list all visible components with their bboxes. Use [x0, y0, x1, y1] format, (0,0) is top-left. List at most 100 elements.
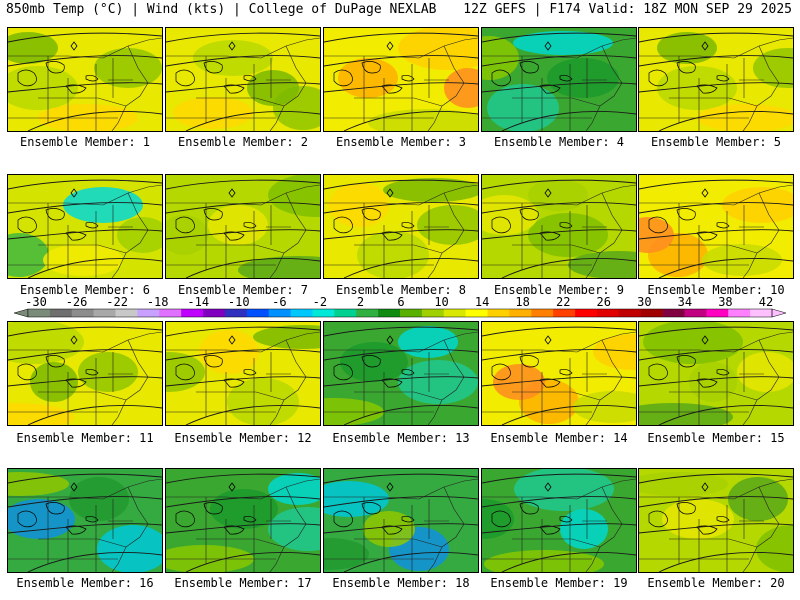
ensemble-member-label: Ensemble Member: 11 [16, 431, 154, 445]
ensemble-map-panel [323, 174, 479, 279]
ensemble-member-label: Ensemble Member: 9 [493, 283, 625, 297]
temperature-map [8, 469, 162, 572]
colorbar-segment [596, 309, 620, 317]
ensemble-map-panel [481, 321, 637, 426]
colorbar-segment [356, 309, 379, 317]
colorbar-segment [159, 309, 182, 317]
ensemble-member-label: Ensemble Member: 7 [177, 283, 309, 297]
ensemble-map-panel [165, 27, 321, 132]
colorbar-tick-label: -2 [312, 295, 328, 309]
colorbar-tick-label: -18 [146, 295, 169, 309]
ensemble-map-panel [7, 27, 163, 132]
colorbar-segment [290, 309, 313, 317]
colorbar-tick-label: 22 [555, 295, 571, 309]
colorbar-tick-label: 38 [718, 295, 733, 309]
colorbar-segment [553, 309, 576, 317]
ensemble-map-panel [323, 321, 479, 426]
colorbar-max-arrow [771, 308, 787, 318]
colorbar-segment [115, 309, 138, 317]
ensemble-member-label: Ensemble Member: 20 [647, 576, 785, 590]
ensemble-member-label: Ensemble Member: 13 [332, 431, 470, 445]
colorbar-segment [509, 309, 532, 317]
colorbar-segment [618, 309, 642, 317]
ensemble-member-label: Ensemble Member: 8 [335, 283, 467, 297]
ensemble-member-label: Ensemble Member: 19 [490, 576, 628, 590]
temperature-map [482, 469, 636, 572]
colorbar-segment [575, 309, 598, 317]
temperature-map [324, 469, 478, 572]
colorbar-segment [28, 309, 51, 317]
colorbar-tick-label: -10 [227, 295, 250, 309]
ensemble-member-label: Ensemble Member: 6 [19, 283, 151, 297]
ensemble-map-panel [7, 321, 163, 426]
temperature-colorbar [13, 308, 787, 318]
colorbar-segment [662, 309, 685, 317]
ensemble-member-label: Ensemble Member: 16 [16, 576, 154, 590]
colorbar-tick-label: 30 [637, 295, 652, 309]
ensemble-map-panel [165, 321, 321, 426]
ensemble-member-label: Ensemble Member: 4 [493, 135, 625, 149]
colorbar-segment [684, 309, 707, 317]
temperature-map [639, 28, 793, 131]
colorbar-segment [421, 309, 445, 317]
colorbar-segment [137, 309, 160, 317]
ensemble-member-label: Ensemble Member: 17 [174, 576, 312, 590]
colorbar-tick-label: -26 [65, 295, 88, 309]
temperature-map [324, 322, 478, 425]
temperature-map [324, 175, 478, 278]
ensemble-map-panel [638, 468, 794, 573]
ensemble-member-label: Ensemble Member: 2 [177, 135, 309, 149]
colorbar-segment [224, 309, 248, 317]
colorbar-min-arrow [13, 308, 29, 318]
colorbar-tick-label: 26 [596, 295, 611, 309]
ensemble-member-label: Ensemble Member: 10 [647, 283, 785, 297]
colorbar-segment [246, 309, 270, 317]
ensemble-member-label: Ensemble Member: 18 [332, 576, 470, 590]
ensemble-map-panel [7, 174, 163, 279]
ensemble-member-label: Ensemble Member: 1 [19, 135, 151, 149]
ensemble-map-panel [638, 27, 794, 132]
colorbar-tick-label: -6 [272, 295, 287, 309]
temperature-map [639, 469, 793, 572]
ensemble-map-panel [481, 174, 637, 279]
temperature-map [324, 28, 478, 131]
temperature-map [639, 175, 793, 278]
ensemble-map-panel [165, 468, 321, 573]
ensemble-map-panel [481, 468, 637, 573]
temperature-map [166, 469, 320, 572]
colorbar-tick-label: 2 [356, 295, 365, 309]
colorbar-tick-label: -30 [25, 295, 47, 309]
colorbar-segment [378, 309, 401, 317]
ensemble-map-panel [638, 174, 794, 279]
colorbar-tick-label: 18 [515, 295, 530, 309]
temperature-map [166, 28, 320, 131]
ensemble-map-panel [323, 468, 479, 573]
colorbar-tick-label: 10 [434, 295, 449, 309]
temperature-map [8, 28, 162, 131]
header-left-title: 850mb Temp (°C) | Wind (kts) | College o… [6, 2, 437, 17]
colorbar-segment [203, 309, 226, 317]
colorbar-segment [400, 309, 423, 317]
ensemble-member-label: Ensemble Member: 5 [650, 135, 782, 149]
temperature-map [166, 322, 320, 425]
temperature-map [166, 175, 320, 278]
temperature-map [482, 322, 636, 425]
colorbar-segment [312, 309, 335, 317]
colorbar-segment [728, 309, 751, 317]
header-right-title: 12Z GEFS | F174 Valid: 18Z MON SEP 29 20… [463, 2, 792, 17]
colorbar-segment [706, 309, 729, 317]
colorbar-tick-label: 6 [397, 295, 405, 309]
ensemble-map-panel [481, 27, 637, 132]
colorbar-segment [93, 309, 116, 317]
colorbar-tick-label: 14 [474, 295, 490, 309]
colorbar-tick-label: -14 [187, 295, 210, 309]
colorbar-tick-label: 42 [758, 295, 774, 309]
colorbar-segment [531, 309, 554, 317]
colorbar-segment [750, 309, 773, 317]
colorbar-tick-label: -22 [106, 295, 128, 309]
ensemble-member-label: Ensemble Member: 14 [490, 431, 628, 445]
temperature-map [8, 175, 162, 278]
ensemble-member-label: Ensemble Member: 3 [335, 135, 467, 149]
ensemble-member-label: Ensemble Member: 12 [174, 431, 312, 445]
colorbar-segment [71, 309, 94, 317]
